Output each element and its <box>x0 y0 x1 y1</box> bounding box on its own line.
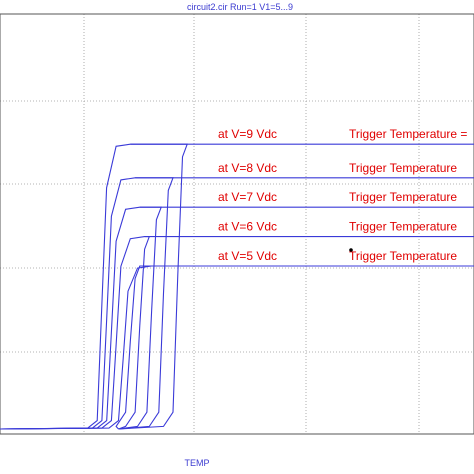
series-curves <box>0 143 474 430</box>
series-line-5 <box>0 143 474 430</box>
chart-title: circuit2.cir Run=1 V1=5...9 <box>187 2 293 12</box>
series-label-1: at V=5 Vdc <box>218 249 277 263</box>
trigger-label-1: Trigger Temperature <box>349 249 457 263</box>
series-line-3 <box>0 206 474 430</box>
series-line-4 <box>0 177 474 430</box>
series-return-line-3 <box>118 206 162 430</box>
trigger-label-3: Trigger Temperature <box>349 190 457 204</box>
trigger-label-4: Trigger Temperature <box>349 161 457 175</box>
series-label-5: at V=9 Vdc <box>218 127 277 141</box>
marker-dot <box>349 248 353 252</box>
series-labels: at V=5 Vdc Trigger Temperature at V=6 Vdc T… <box>218 127 467 263</box>
trigger-label-5: Trigger Temperature = <box>349 127 467 141</box>
series-return-line-1 <box>115 265 152 430</box>
series-label-4: at V=8 Vdc <box>218 161 277 175</box>
grid <box>0 14 474 434</box>
trigger-label-2: Trigger Temperature <box>349 220 457 234</box>
series-label-2: at V=6 Vdc <box>218 220 277 234</box>
series-return-line-4 <box>118 177 174 430</box>
series-line-1 <box>0 265 474 430</box>
series-label-3: at V=7 Vdc <box>218 190 277 204</box>
series-return-line-5 <box>118 143 188 430</box>
series-return-line-2 <box>118 236 151 430</box>
plot-frame <box>0 13 474 435</box>
x-axis-label: TEMP <box>184 458 209 468</box>
series-line-2 <box>0 236 474 430</box>
